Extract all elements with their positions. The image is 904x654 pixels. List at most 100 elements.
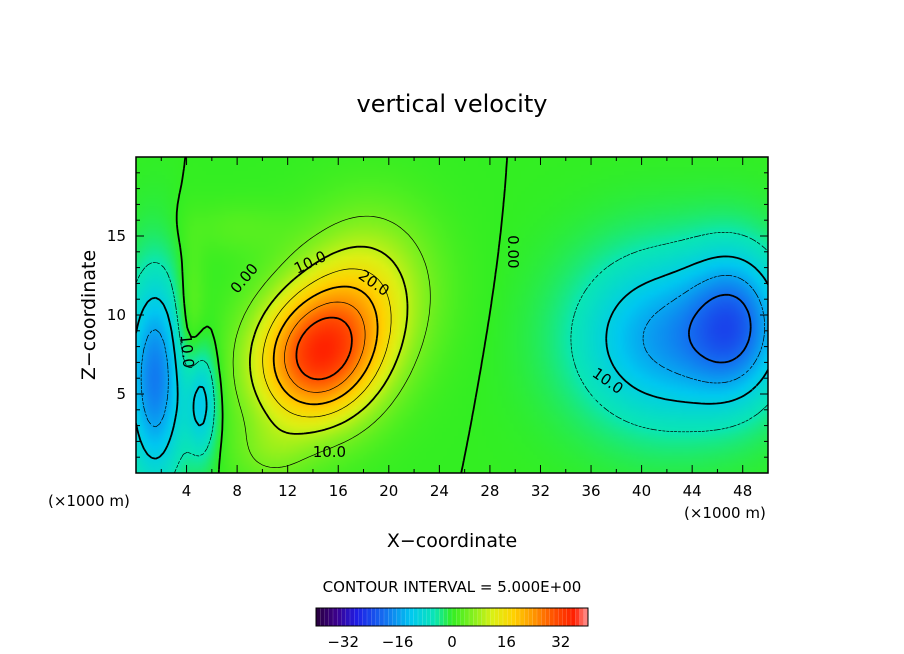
colorbar-tick-label: 0 (447, 633, 457, 651)
colorbar-cell (519, 607, 525, 627)
colorbar-cell (405, 607, 411, 627)
contour-line (232, 215, 431, 468)
contour-label: 10.0 (313, 443, 346, 461)
colorbar-cell (579, 607, 585, 627)
colorbar-cell (524, 607, 530, 627)
x-unit-left: (×1000 m) (48, 492, 130, 510)
colorbar-cell (460, 607, 466, 627)
colorbar: −32 −16 0 16 32 (315, 607, 589, 651)
y-tick-label: 10 (107, 306, 126, 324)
y-axis-ticks: 5 10 15 (107, 172, 768, 458)
x-tick-label: 28 (480, 482, 499, 500)
x-tick-label: 32 (531, 482, 550, 500)
colorbar-cell (354, 607, 360, 627)
colorbar-cell (430, 607, 436, 627)
colorbar-cell (383, 607, 389, 627)
colorbar-cell (439, 607, 445, 627)
colorbar-tick-label: 32 (551, 633, 570, 651)
contour-line (295, 316, 353, 381)
contour-line (284, 301, 366, 393)
colorbar-cell (375, 607, 381, 627)
y-tick-label: 5 (116, 385, 126, 403)
colorbar-cell (498, 607, 504, 627)
colorbar-cell (549, 607, 555, 627)
colorbar-cell (468, 607, 474, 627)
x-tick-label: 16 (329, 482, 348, 500)
colorbar-ticks: −32 −16 0 16 32 (327, 633, 570, 651)
colorbar-frame (315, 607, 589, 627)
colorbar-cell (409, 607, 415, 627)
contour-lines (136, 157, 768, 473)
contour-line (249, 245, 409, 435)
colorbar-cell (320, 607, 326, 627)
x-tick-label: 40 (632, 482, 651, 500)
colorbar-cell (562, 607, 568, 627)
colorbar-cell (332, 607, 338, 627)
colorbar-cell (371, 607, 377, 627)
colorbar-tick-label: −16 (382, 633, 414, 651)
colorbar-cell (481, 607, 487, 627)
x-tick-label: 20 (379, 482, 398, 500)
contour-line (262, 268, 392, 418)
colorbar-cell (490, 607, 496, 627)
y-tick-label: 15 (107, 227, 126, 245)
colorbar-cell (570, 607, 576, 627)
y-axis-label: Z−coordinate (78, 250, 100, 380)
contour-line (688, 293, 752, 364)
colorbar-cell (532, 607, 538, 627)
colorbar-cells (315, 607, 589, 627)
x-tick-label: 12 (278, 482, 297, 500)
colorbar-cell (536, 607, 542, 627)
x-axis-ticks: 4 8 12 16 20 24 28 32 36 40 44 48 (160, 157, 752, 500)
colorbar-cell (511, 607, 517, 627)
colorbar-cell (324, 607, 330, 627)
colorbar-tick-label: 16 (497, 633, 516, 651)
x-tick-label: 8 (232, 482, 242, 500)
colorbar-cell (528, 607, 534, 627)
colorbar-cell (413, 607, 419, 627)
colorbar-cell (379, 607, 385, 627)
colorbar-cell (575, 607, 581, 627)
colorbar-cell (494, 607, 500, 627)
contour-line (175, 157, 508, 473)
colorbar-tick-label: −32 (327, 633, 359, 651)
colorbar-cell (541, 607, 547, 627)
colorbar-cell (566, 607, 572, 627)
x-tick-label: 44 (683, 482, 702, 500)
colorbar-cell (434, 607, 440, 627)
colorbar-cell (400, 607, 406, 627)
colorbar-cell (388, 607, 394, 627)
x-tick-label: 48 (733, 482, 752, 500)
colorbar-cell (341, 607, 347, 627)
colorbar-cell (396, 607, 402, 627)
colorbar-cell (349, 607, 355, 627)
colorbar-cell (358, 607, 364, 627)
velocity-field (136, 157, 768, 473)
colorbar-cell (464, 607, 470, 627)
colorbar-cell (443, 607, 449, 627)
contour-label: 0.00 (504, 235, 522, 268)
colorbar-cell (485, 607, 491, 627)
colorbar-cell (558, 607, 564, 627)
contour-label: 10.0 (177, 334, 198, 369)
contour-interval-text: CONTOUR INTERVAL = 5.000E+00 (323, 578, 582, 596)
x-axis-label: X−coordinate (387, 530, 517, 552)
x-unit-right: (×1000 m) (684, 504, 766, 522)
colorbar-cell (515, 607, 521, 627)
x-tick-label: 36 (581, 482, 600, 500)
colorbar-cell (315, 607, 321, 627)
colorbar-cell (422, 607, 428, 627)
colorbar-cell (473, 607, 479, 627)
colorbar-cell (502, 607, 508, 627)
chart-title: vertical velocity (357, 90, 548, 118)
colorbar-cell (553, 607, 559, 627)
colorbar-cell (426, 607, 432, 627)
colorbar-cell (477, 607, 483, 627)
x-tick-label: 4 (182, 482, 192, 500)
colorbar-cell (545, 607, 551, 627)
colorbar-cell (417, 607, 423, 627)
colorbar-cell (328, 607, 334, 627)
contour-line (140, 275, 766, 428)
